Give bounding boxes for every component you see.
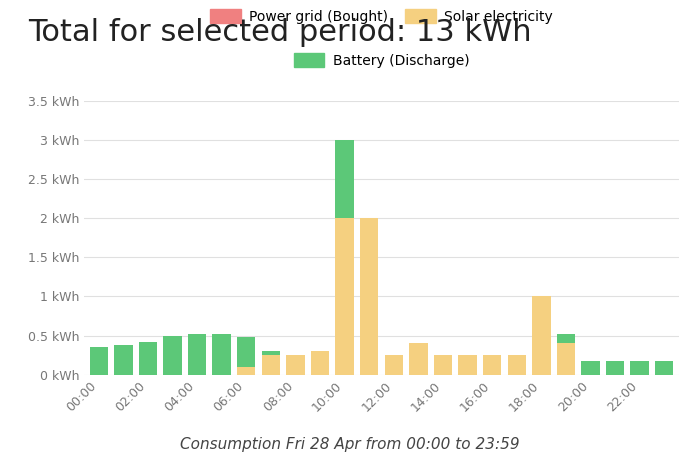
Bar xyxy=(335,140,354,218)
Bar xyxy=(90,347,108,375)
Text: Total for selected period: 13 kWh: Total for selected period: 13 kWh xyxy=(28,18,531,47)
Bar xyxy=(262,351,280,355)
Legend: Battery (Discharge): Battery (Discharge) xyxy=(288,47,475,73)
Bar xyxy=(360,218,379,375)
Bar xyxy=(139,342,157,375)
Bar xyxy=(508,355,526,375)
Bar xyxy=(286,355,304,375)
Bar xyxy=(483,355,501,375)
Bar xyxy=(114,345,132,375)
Bar xyxy=(606,361,624,375)
Bar xyxy=(532,297,550,375)
Bar xyxy=(581,361,600,375)
Bar xyxy=(213,334,231,375)
Bar xyxy=(556,343,575,375)
Bar xyxy=(311,351,329,375)
Bar xyxy=(384,355,403,375)
Text: Consumption Fri 28 Apr from 00:00 to 23:59: Consumption Fri 28 Apr from 00:00 to 23:… xyxy=(180,437,520,452)
Bar xyxy=(262,355,280,375)
Bar xyxy=(434,355,452,375)
Bar xyxy=(188,334,206,375)
Bar xyxy=(410,343,428,375)
Bar xyxy=(237,337,256,367)
Bar xyxy=(458,355,477,375)
Bar xyxy=(237,367,256,375)
Bar xyxy=(556,334,575,343)
Bar xyxy=(631,361,649,375)
Bar xyxy=(163,335,182,375)
Bar xyxy=(335,218,354,375)
Bar xyxy=(655,361,673,375)
